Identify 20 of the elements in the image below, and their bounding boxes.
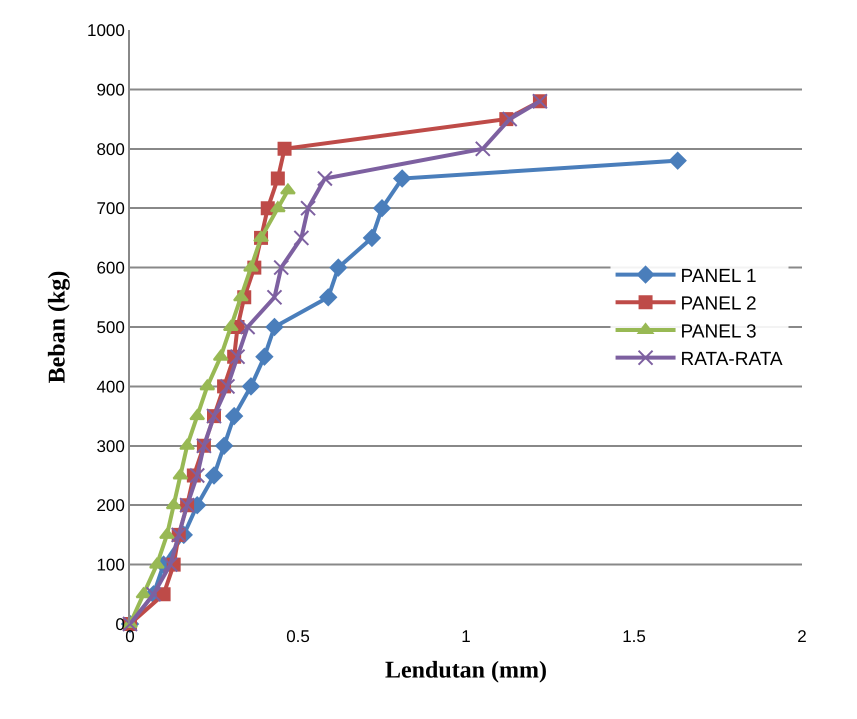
y-tick-label: 900 (96, 80, 125, 100)
legend-label: PANEL 2 (680, 294, 757, 315)
x-tick-label: 2 (797, 627, 807, 646)
legend-label: PANEL 1 (680, 266, 757, 287)
x-axis-title: Lendutan (mm) (384, 657, 548, 684)
y-tick-label: 400 (96, 377, 125, 396)
x-tick-label: 1.5 (622, 627, 646, 646)
y-tick-label: 200 (96, 496, 125, 516)
y-tick-label: 100 (96, 556, 125, 575)
legend-label: RATA-RATA (680, 349, 783, 370)
y-tick-label: 800 (96, 140, 125, 159)
y-tick-label: 300 (96, 436, 125, 456)
x-tick-label: 0.5 (286, 627, 310, 646)
y-axis-title: Beban (kg) (44, 270, 71, 384)
y-tick-label: 1000 (87, 20, 125, 40)
y-tick-label: 600 (96, 258, 125, 278)
x-tick-label: 1 (461, 627, 471, 646)
y-tick-label: 500 (96, 318, 125, 337)
y-tick-label: 700 (96, 199, 125, 218)
legend-label: PANEL 3 (680, 321, 757, 342)
